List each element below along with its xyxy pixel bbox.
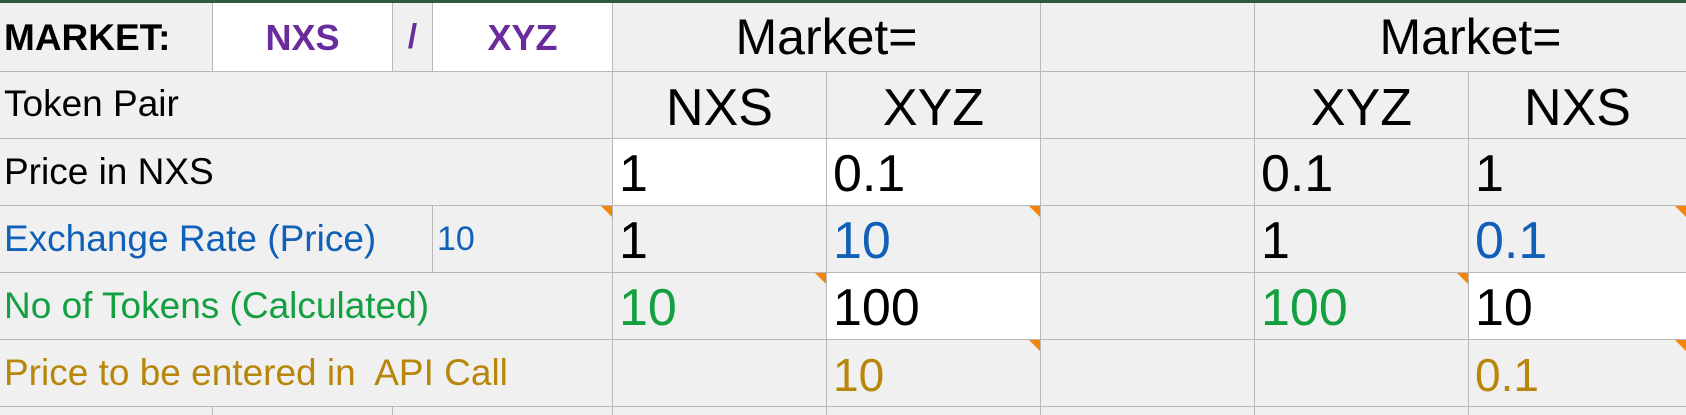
exchange-right-b[interactable]: 0.1 xyxy=(1469,206,1686,273)
left-market-header[interactable]: Market= xyxy=(613,3,1041,72)
separator-cell[interactable]: / xyxy=(393,3,433,72)
partial-row-c[interactable] xyxy=(393,407,613,415)
partial-row-a[interactable] xyxy=(0,407,213,415)
tokens-label[interactable]: No of Tokens (Calculated) xyxy=(0,273,613,340)
tokens-right-b[interactable]: 10 xyxy=(1469,273,1686,340)
partial-row-b[interactable] xyxy=(213,407,393,415)
token-a-cell[interactable]: NXS xyxy=(213,3,393,72)
exchange-label[interactable]: Exchange Rate (Price) xyxy=(0,206,433,273)
token-pair-left-b[interactable]: XYZ xyxy=(827,72,1041,139)
spacer-cell-r5[interactable] xyxy=(1041,273,1255,340)
token-pair-label[interactable]: Token Pair xyxy=(0,72,613,139)
api-price-right-b[interactable]: 0.1 xyxy=(1469,340,1686,407)
partial-row-g[interactable] xyxy=(1255,407,1469,415)
spacer-cell-r1[interactable] xyxy=(1041,3,1255,72)
price-left-b[interactable]: 0.1 xyxy=(827,139,1041,206)
api-price-label[interactable]: Price to be entered in API Call xyxy=(0,340,613,407)
partial-row-d[interactable] xyxy=(613,407,827,415)
token-b-cell[interactable]: XYZ xyxy=(433,3,613,72)
token-pair-right-a[interactable]: XYZ xyxy=(1255,72,1469,139)
partial-row-f[interactable] xyxy=(1041,407,1255,415)
token-pair-right-b[interactable]: NXS xyxy=(1469,72,1686,139)
api-price-left-a[interactable] xyxy=(613,340,827,407)
price-left-a[interactable]: 1 xyxy=(613,139,827,206)
price-right-a[interactable]: 0.1 xyxy=(1255,139,1469,206)
tokens-left-a[interactable]: 10 xyxy=(613,273,827,340)
tokens-right-a[interactable]: 100 xyxy=(1255,273,1469,340)
right-market-header[interactable]: Market= xyxy=(1255,3,1686,72)
api-price-right-a[interactable] xyxy=(1255,340,1469,407)
price-label[interactable]: Price in NXS xyxy=(0,139,613,206)
spacer-cell-r4[interactable] xyxy=(1041,206,1255,273)
exchange-input-cell[interactable]: 10 xyxy=(433,206,613,273)
market-label: MARKET: xyxy=(4,17,171,58)
exchange-left-a[interactable]: 1 xyxy=(613,206,827,273)
partial-row-e[interactable] xyxy=(827,407,1041,415)
api-price-left-b[interactable]: 10 xyxy=(827,340,1041,407)
token-pair-left-a[interactable]: NXS xyxy=(613,72,827,139)
spacer-cell-r2[interactable] xyxy=(1041,72,1255,139)
tokens-left-b[interactable]: 100 xyxy=(827,273,1041,340)
right-market-header-text: Market= xyxy=(1379,9,1562,65)
left-market-header-text: Market= xyxy=(735,9,918,65)
exchange-left-b[interactable]: 10 xyxy=(827,206,1041,273)
price-right-b[interactable]: 1 xyxy=(1469,139,1686,206)
token-b-value: XYZ xyxy=(487,17,558,58)
separator-slash: / xyxy=(407,18,418,56)
partial-row-h[interactable] xyxy=(1469,407,1686,415)
spacer-cell-r6[interactable] xyxy=(1041,340,1255,407)
exchange-right-a[interactable]: 1 xyxy=(1255,206,1469,273)
spacer-cell-r3[interactable] xyxy=(1041,139,1255,206)
market-label-cell[interactable]: MARKET: xyxy=(0,3,213,72)
token-a-value: NXS xyxy=(265,17,340,58)
